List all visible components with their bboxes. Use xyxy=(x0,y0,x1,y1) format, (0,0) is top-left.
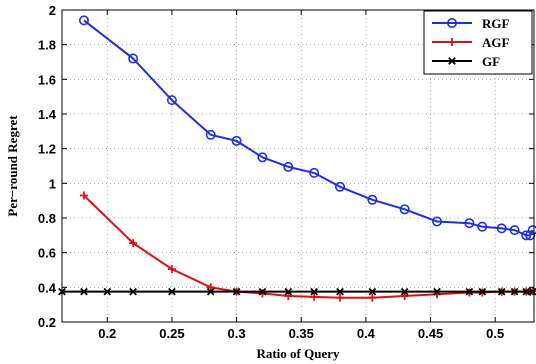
data-point-rgf xyxy=(335,181,346,192)
data-point-gf xyxy=(497,287,506,296)
data-point-rgf xyxy=(477,221,488,232)
data-point-gf xyxy=(433,287,441,296)
data-point-gf xyxy=(522,287,531,296)
data-point-rgf xyxy=(509,225,520,236)
data-point-rgf xyxy=(464,218,475,229)
data-point-rgf xyxy=(521,230,532,241)
data-point-rgf xyxy=(257,152,268,163)
x-tick-label: 0.45 xyxy=(418,326,443,341)
data-point-rgf xyxy=(166,95,177,106)
data-point-rgf xyxy=(283,161,294,172)
data-point-gf xyxy=(80,287,88,296)
data-point-agf xyxy=(284,292,293,300)
data-point-agf xyxy=(79,191,88,200)
x-tick-label: 0.25 xyxy=(159,326,184,341)
data-point-gf xyxy=(368,287,377,296)
y-tick-label: 1 xyxy=(49,176,56,191)
series-line-agf xyxy=(83,194,533,299)
data-point-gf xyxy=(478,287,487,296)
x-tick-label: 0.4 xyxy=(357,326,376,341)
legend-marker-agf xyxy=(448,38,456,46)
legend-entry-gf: GF xyxy=(432,54,500,69)
data-point-agf xyxy=(206,283,215,292)
data-point-gf xyxy=(465,287,474,296)
data-point-rgf xyxy=(367,194,378,205)
data-point-gf xyxy=(528,287,536,296)
x-tick-label: 0.35 xyxy=(289,326,314,341)
plot-frame xyxy=(61,9,535,323)
legend-marker-rgf xyxy=(446,17,457,28)
data-point-rgf xyxy=(231,135,242,146)
data-point-rgf xyxy=(78,15,89,26)
y-tick-label: 1.4 xyxy=(38,107,57,122)
y-tick-label: 1.6 xyxy=(38,72,56,87)
y-tick-label: 0.2 xyxy=(38,315,56,330)
y-tick-label: 0.6 xyxy=(38,246,56,261)
legend-label-gf: GF xyxy=(482,54,500,69)
data-point-agf xyxy=(129,239,138,248)
data-point-rgf xyxy=(128,53,139,64)
data-point-gf xyxy=(284,287,293,296)
legend-marker-gf xyxy=(448,57,456,65)
data-point-gf xyxy=(103,287,112,296)
series-lines xyxy=(58,15,536,302)
data-point-gf xyxy=(510,287,519,296)
x-tick-label: 0.2 xyxy=(98,326,116,341)
data-point-rgf xyxy=(205,129,216,140)
y-tick-label: 1.8 xyxy=(38,38,56,53)
data-point-gf xyxy=(206,287,215,296)
series-rgf xyxy=(78,15,536,241)
y-axis-label: Per−round Regret xyxy=(5,115,20,217)
x-axis-label: Ratio of Query xyxy=(256,346,340,361)
data-point-gf xyxy=(310,287,319,296)
data-point-agf xyxy=(167,265,176,274)
data-point-rgf xyxy=(399,204,410,215)
data-point-gf xyxy=(258,287,267,296)
series-agf xyxy=(79,191,536,302)
data-point-agf xyxy=(310,292,319,301)
data-point-gf xyxy=(129,287,137,296)
data-point-gf xyxy=(168,287,176,296)
legend-entry-rgf: RGF xyxy=(432,16,510,31)
legend-label-rgf: RGF xyxy=(482,16,510,31)
legend-entry-agf: AGF xyxy=(432,35,510,50)
data-point-rgf xyxy=(309,167,320,178)
data-point-rgf xyxy=(496,223,507,234)
data-point-gf xyxy=(400,287,409,296)
y-tick-label: 0.8 xyxy=(38,211,56,226)
x-tick-label: 0.3 xyxy=(228,326,246,341)
data-point-agf xyxy=(336,293,345,302)
x-tick-label: 0.5 xyxy=(486,326,504,341)
legend: RGF AGF GF xyxy=(423,10,533,75)
data-point-rgf xyxy=(527,225,536,236)
data-point-agf xyxy=(400,292,409,300)
data-point-gf xyxy=(232,287,241,296)
data-point-rgf xyxy=(432,216,443,227)
series-line-rgf xyxy=(83,19,534,237)
data-point-gf xyxy=(336,287,344,296)
legend-label-agf: AGF xyxy=(482,35,510,50)
y-tick-label: 0.4 xyxy=(38,280,57,295)
y-tick-label: 1.2 xyxy=(38,142,56,157)
y-tick-label: 2 xyxy=(49,3,56,18)
data-point-agf xyxy=(368,293,377,302)
series-gf xyxy=(58,287,536,296)
